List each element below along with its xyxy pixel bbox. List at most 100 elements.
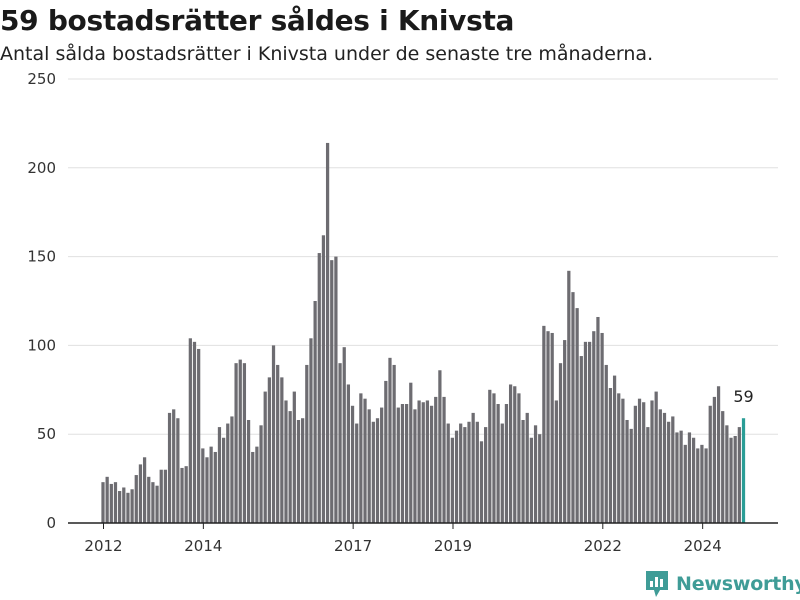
bar — [434, 396, 438, 523]
bar — [658, 409, 662, 523]
bar — [359, 393, 363, 523]
bar — [508, 384, 513, 523]
y-tick-label: 150 — [27, 248, 56, 266]
bar — [167, 412, 172, 523]
bar — [405, 404, 409, 523]
y-tick-label: 250 — [27, 70, 56, 88]
bar — [583, 341, 588, 523]
chart-title: 59 bostadsrätter såldes i Knivsta — [0, 4, 515, 37]
bar — [342, 347, 346, 523]
y-tick-label: 200 — [27, 159, 56, 177]
bar — [363, 398, 367, 523]
newsworthy-logo: Newsworthy — [644, 569, 800, 599]
bar — [521, 419, 525, 523]
bar — [251, 451, 255, 523]
bar — [292, 391, 296, 523]
bar-latest — [741, 418, 746, 523]
bar — [280, 377, 284, 523]
bar — [226, 423, 230, 523]
bar — [675, 432, 679, 523]
bar — [371, 421, 375, 523]
bar — [546, 331, 550, 523]
bar — [725, 425, 729, 523]
bar — [604, 364, 608, 523]
bar — [201, 448, 205, 523]
bar — [396, 407, 400, 523]
bar — [459, 423, 463, 523]
bar — [267, 377, 271, 523]
bar — [654, 391, 658, 523]
bar — [704, 448, 708, 523]
bar — [463, 427, 467, 523]
bar — [629, 428, 633, 523]
bar — [429, 405, 434, 523]
bar — [737, 427, 741, 523]
brand-name: Newsworthy — [676, 573, 800, 595]
bar — [513, 386, 517, 523]
bar — [184, 466, 188, 523]
bar — [330, 260, 334, 523]
bar — [321, 235, 326, 524]
bar — [176, 418, 180, 523]
bar — [400, 404, 405, 523]
bar — [188, 338, 192, 523]
x-axis: 2012 2014 2017 2019 2022 2024 — [84, 523, 722, 555]
bar — [733, 435, 737, 523]
bar — [118, 491, 122, 523]
bar — [633, 405, 637, 523]
x-tick-label: 2017 — [334, 537, 372, 555]
bar — [496, 404, 500, 523]
bars — [68, 142, 778, 524]
bar — [617, 393, 621, 523]
bar — [197, 348, 201, 523]
bar — [163, 469, 168, 523]
bar — [417, 400, 421, 523]
bar — [500, 423, 504, 523]
bar — [612, 375, 617, 523]
y-tick-label: 50 — [37, 425, 56, 443]
bar — [592, 331, 596, 523]
bar — [579, 356, 583, 523]
bar — [683, 444, 687, 523]
bar — [205, 457, 209, 523]
bar — [126, 492, 130, 523]
bar — [255, 446, 259, 523]
bar — [159, 469, 163, 523]
bar — [172, 409, 176, 523]
x-tick-label: 2022 — [584, 537, 622, 555]
bar — [625, 419, 629, 523]
bar — [608, 388, 613, 523]
bar — [313, 301, 317, 523]
bar — [488, 389, 492, 523]
bar — [288, 411, 292, 523]
bar — [525, 412, 529, 523]
bar — [350, 405, 355, 523]
bar — [504, 404, 509, 523]
bar — [571, 292, 575, 523]
bar — [471, 412, 475, 523]
newsworthy-bar-chart-icon — [646, 571, 668, 597]
bar — [325, 142, 330, 523]
bar — [567, 270, 571, 523]
bar — [105, 476, 109, 523]
bar — [122, 487, 126, 523]
bar — [263, 391, 267, 523]
bar — [238, 359, 242, 523]
bar — [367, 409, 371, 523]
bar — [637, 398, 642, 523]
bar — [309, 338, 313, 523]
bar — [192, 341, 197, 523]
bar — [259, 425, 263, 523]
bar — [221, 437, 226, 523]
bar — [721, 411, 725, 523]
bar — [209, 446, 213, 523]
bar — [467, 421, 471, 523]
bar — [542, 325, 546, 523]
last-value-label: 59 — [733, 387, 753, 406]
bar — [479, 441, 484, 523]
bar — [662, 412, 667, 523]
bar — [438, 370, 442, 523]
bar — [691, 437, 696, 523]
bar — [492, 393, 496, 523]
